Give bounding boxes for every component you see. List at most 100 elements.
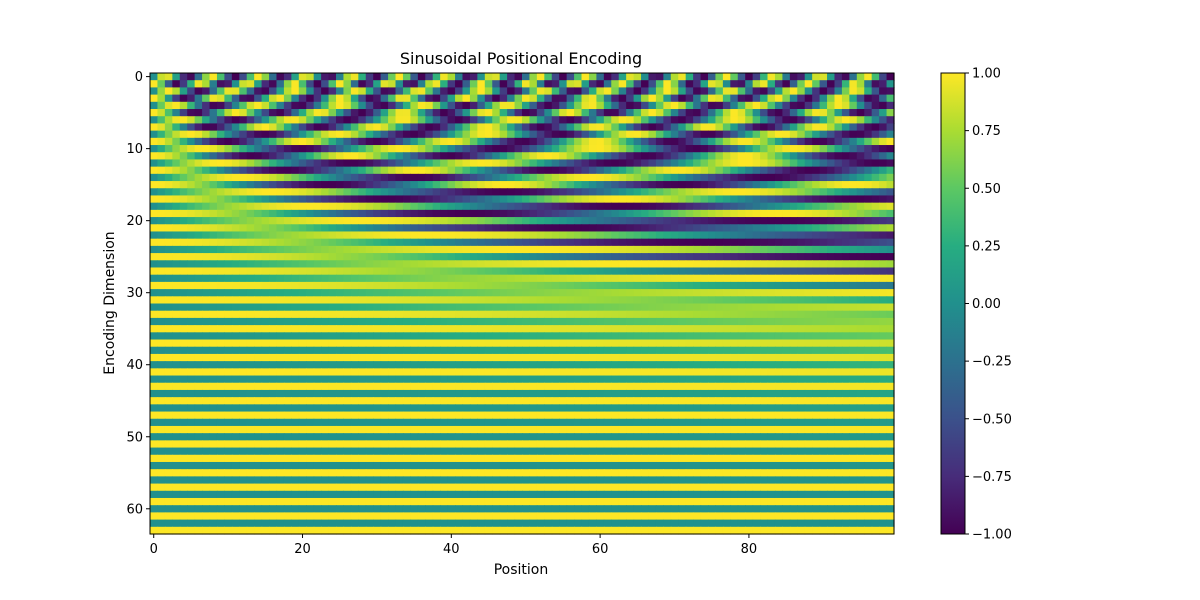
heatmap-cell [269,137,278,146]
heatmap-cell [224,87,233,96]
heatmap-cell [410,267,419,276]
heatmap-cell [209,101,218,110]
heatmap-cell [536,418,545,427]
heatmap-cell [819,303,828,312]
heatmap-cell [700,274,709,283]
heatmap-cell [432,152,441,161]
heatmap-cell [291,361,300,369]
heatmap-cell [216,166,225,175]
heatmap-cell [774,195,783,204]
heatmap-cell [514,94,523,103]
heatmap-cell [231,317,240,326]
heatmap-cell [849,109,858,117]
heatmap-cell [239,267,248,276]
heatmap-cell [864,253,873,261]
heatmap-cell [797,116,806,125]
heatmap-cell [291,80,300,88]
heatmap-cell [693,231,702,240]
heatmap-cell [321,425,330,434]
heatmap-cell [164,130,173,139]
heatmap-cell [343,361,352,369]
heatmap-cell [514,310,523,319]
heatmap-cell [469,274,478,283]
heatmap-cell [633,325,642,333]
heatmap-cell [566,368,575,377]
heatmap-cell [566,382,575,391]
heatmap-cell [157,181,166,189]
heatmap-cell [380,425,389,434]
heatmap-cell [737,245,746,254]
heatmap-cell [588,411,597,420]
heatmap-cell [551,310,560,319]
heatmap-cell [254,173,263,182]
heatmap-cell [789,289,798,297]
heatmap-cell [849,281,858,290]
heatmap-cell [202,325,211,333]
heatmap-cell [700,332,709,341]
heatmap-cell [462,152,471,161]
heatmap-cell [216,289,225,297]
heatmap-cell [774,73,783,81]
heatmap-cell [216,425,225,434]
heatmap-cell [283,418,292,427]
heatmap-cell [774,94,783,103]
heatmap-cell [499,152,508,161]
heatmap-cell [224,159,233,168]
heatmap-cell [254,238,263,247]
heatmap-cell [603,245,612,254]
heatmap-cell [834,389,843,398]
heatmap-cell [715,166,724,175]
heatmap-cell [231,260,240,269]
heatmap-cell [291,173,300,182]
heatmap-cell [343,404,352,413]
heatmap-cell [425,289,434,297]
heatmap-cell [752,260,761,269]
heatmap-cell [462,181,471,189]
heatmap-cell [641,217,650,225]
heatmap-cell [641,397,650,405]
heatmap-cell [373,418,382,427]
heatmap-cell [306,303,315,312]
heatmap-cell [648,353,657,362]
heatmap-cell [626,289,635,297]
heatmap-cell [827,181,836,189]
heatmap-cell [641,303,650,312]
heatmap-cell [566,109,575,117]
heatmap-cell [172,159,181,168]
heatmap-cell [336,353,345,362]
heatmap-cell [388,267,397,276]
heatmap-cell [507,94,516,103]
heatmap-cell [581,361,590,369]
heatmap-cell [306,137,315,146]
heatmap-cell [291,375,300,384]
heatmap-cell [455,137,464,146]
heatmap-cell [231,109,240,117]
heatmap-cell [440,375,449,384]
heatmap-cell [834,339,843,348]
heatmap-cell [827,166,836,175]
heatmap-cell [276,296,285,305]
heatmap-cell [797,87,806,96]
heatmap-cell [529,116,538,125]
heatmap-cell [685,310,694,319]
heatmap-cell [395,173,404,182]
heatmap-cell [663,317,672,326]
heatmap-cell [797,245,806,254]
heatmap-cell [678,195,687,204]
heatmap-cell [425,123,434,132]
heatmap-cell [789,166,798,175]
heatmap-cell [388,411,397,420]
heatmap-cell [179,253,188,261]
heatmap-cell [484,253,493,261]
heatmap-cell [358,361,367,369]
heatmap-cell [871,260,880,269]
heatmap-cell [224,188,233,197]
heatmap-cell [841,325,850,333]
heatmap-cell [306,375,315,384]
heatmap-cell [395,375,404,384]
heatmap-cell [879,152,888,161]
heatmap-cell [150,87,159,96]
heatmap-cell [871,224,880,233]
heatmap-cell [172,411,181,420]
heatmap-cell [551,130,560,139]
